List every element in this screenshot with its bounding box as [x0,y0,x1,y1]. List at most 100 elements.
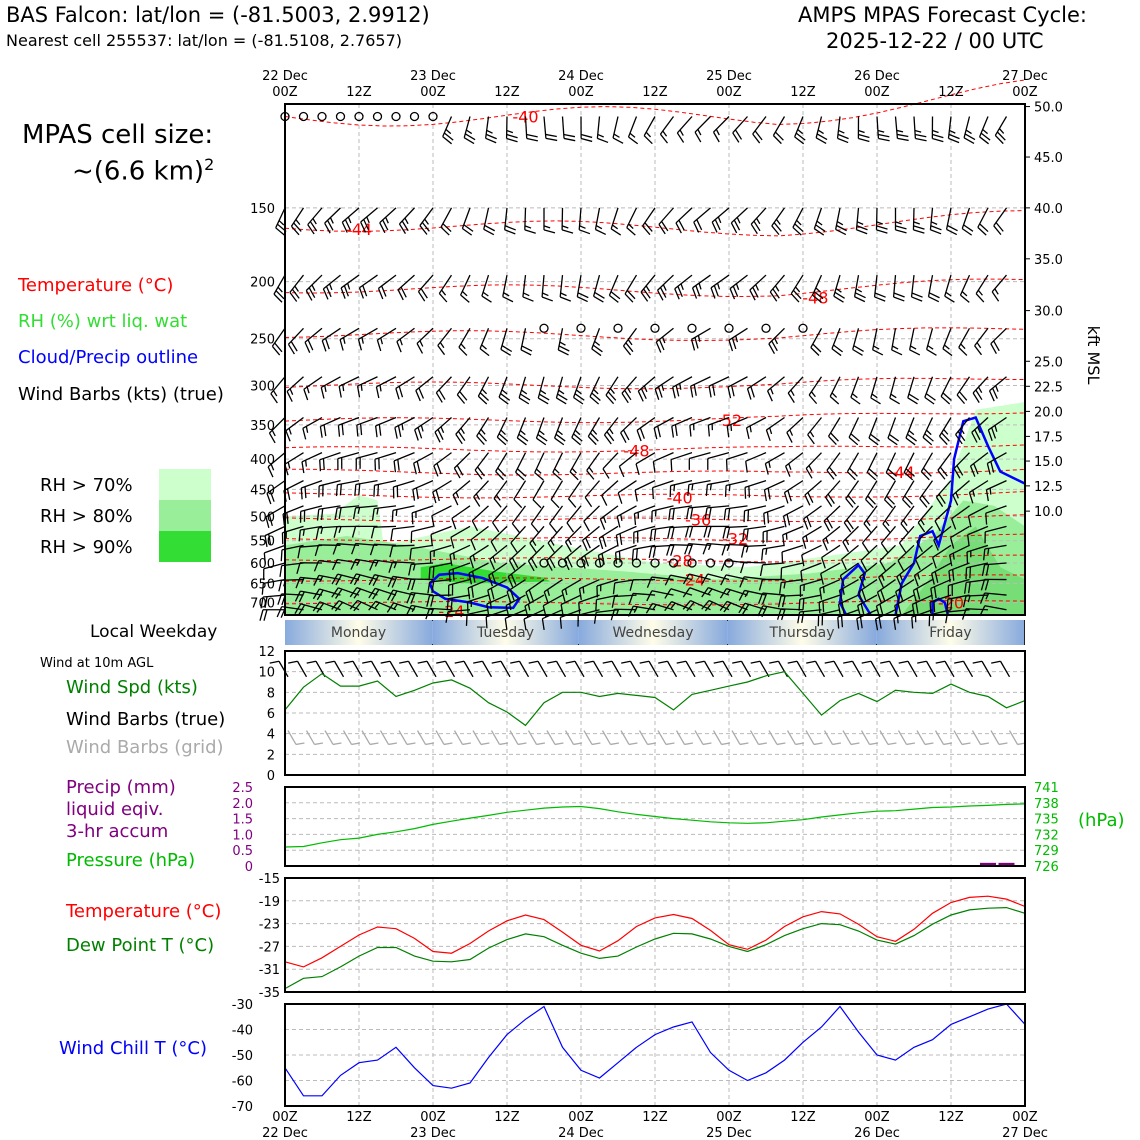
wind-barb-10m-true [343,660,363,678]
barb-flag [859,616,863,629]
barb-flag [324,338,330,350]
legend-rh: RH (%) wrt liq. wat [18,311,188,332]
barb-flag [707,425,711,437]
barb-shaft [900,505,915,524]
barb-shaft [985,525,1007,533]
wind-barb [975,274,989,303]
wind-barb [351,525,378,538]
barb-flag [412,489,416,501]
wind-barb [411,505,434,525]
barb-flag [691,287,698,299]
barb-flag [306,660,317,664]
barb-flag [635,463,640,476]
barb-flag [320,508,324,521]
barb-flag [324,222,331,234]
barb-shaft [611,660,622,678]
barb-flag [948,133,960,140]
barb-flag [885,472,896,481]
barb-flag [701,587,709,598]
wind-barb [340,274,360,299]
barb-shaft [842,525,859,543]
wind-barb-10m-grid [694,730,712,746]
barb-flag [674,424,678,437]
wind-barb [434,417,452,443]
wind-barb [985,480,1007,502]
barb-half-flag [769,427,773,435]
barb-flag [742,604,750,615]
barb-flag [286,512,289,524]
wind-barb [818,594,841,614]
top-date-label: 27 Dec [1002,69,1048,84]
cloud-outline-friday [894,415,1026,616]
barb-flag [428,567,431,579]
wind-barb [446,594,471,611]
barb-shaft [848,417,860,438]
barb-flag [332,543,338,555]
wind-barb [483,207,496,236]
wind-barb [496,417,509,446]
barb-flag [712,384,716,396]
barb-flag [882,523,891,534]
barb-flag [577,296,588,303]
wind-barb [671,416,693,438]
barb-shaft [574,660,585,678]
barb-flag [787,490,792,502]
weekday-thursday: Thursday [728,620,876,645]
barb-flag [634,490,638,502]
wind-barb [358,274,378,299]
rh70-label: RH > 70% [40,475,133,496]
wind-barb [578,594,600,614]
barb-flag [928,292,940,299]
wind-barb [266,480,286,505]
wind-barb [356,376,378,398]
barb-flag [610,228,622,236]
wind-barb [583,505,600,532]
wind-barb [931,116,944,143]
barb-flag [263,552,266,565]
barb-flag [427,581,431,594]
barb-flag [387,576,394,588]
barb-shaft [392,505,415,512]
barb-shaft [324,730,334,745]
barb-flag [319,426,323,438]
barb-flag [934,520,941,532]
barb-flag [277,593,283,605]
barb-flag [476,435,485,445]
barb-flag [571,436,581,446]
barb-shaft [950,525,970,539]
barb-flag [454,660,465,664]
barb-flag [948,137,960,144]
barb-shaft [435,730,445,745]
barb-half-flag [500,429,506,436]
wind-barb [295,576,323,589]
barb-flag [659,133,669,144]
wind-barb-10m-grid [805,730,823,746]
wind-barb [339,327,360,351]
barb-shaft [934,730,945,745]
barb-flag [802,537,807,549]
wind-barb [319,452,341,472]
barb-half-flag [603,516,607,524]
barb-flag [573,742,583,746]
barb-flag [456,465,464,476]
barb-half-flag [411,605,416,613]
barb-half-flag [662,130,668,137]
barb-half-flag [726,589,731,596]
wind-barb [263,562,286,581]
precip-tick-label: 1.0 [232,828,253,843]
wind-barb [843,505,859,533]
barb-shaft [694,116,711,133]
wind-barb [419,207,434,235]
barb-shaft [584,480,600,498]
barb-flag [719,588,728,599]
barb-flag [773,222,782,232]
precip-tick-label: 2.0 [232,797,253,812]
wind-barb [506,579,526,603]
wind-barb [561,207,574,234]
barb-flag [764,463,769,475]
barb-flag [658,339,665,351]
wind-barb [827,417,841,446]
barb-flag [545,137,558,142]
wind-barb [307,207,323,235]
wind-barb [303,376,323,401]
